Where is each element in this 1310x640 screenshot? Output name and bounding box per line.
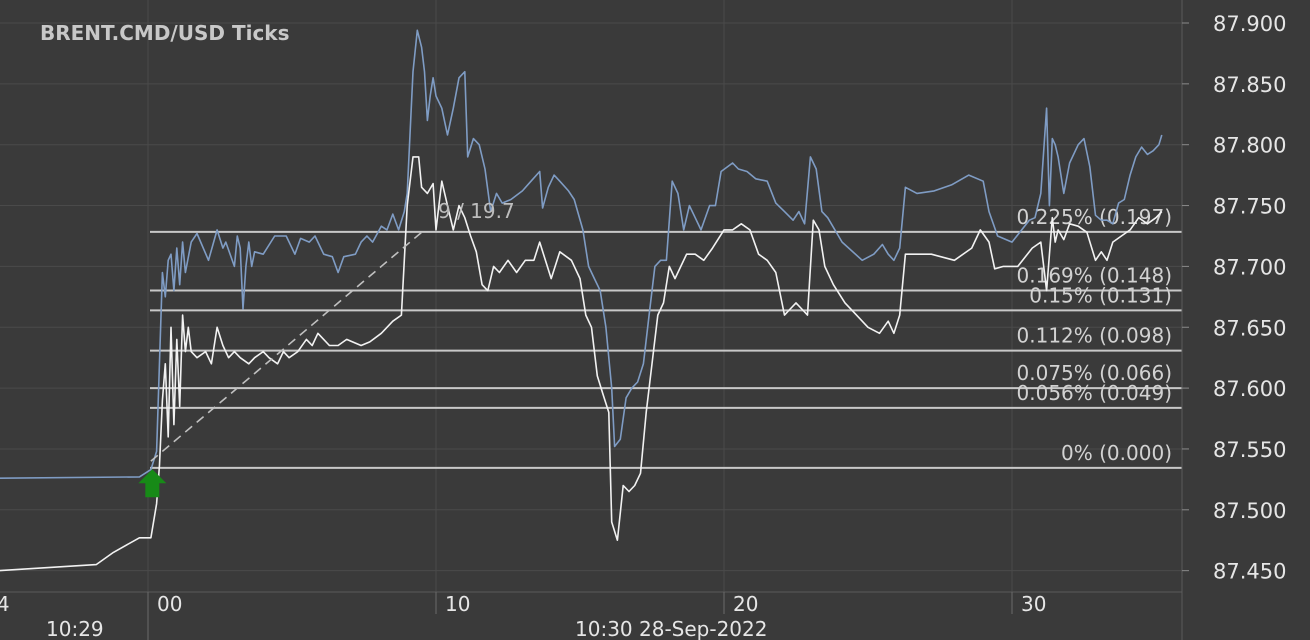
fib-level-label: 0.075% (0.066) xyxy=(1017,361,1172,385)
price-axis[interactable]: 87.900 87.850 87.800 87.750 87.700 87.650 87.6… xyxy=(1182,12,1286,584)
fib-level-label: 0.112% (0.098) xyxy=(1017,324,1172,348)
price-tick-label: 87.550 xyxy=(1213,438,1286,462)
ask-price-line xyxy=(0,29,1163,479)
fibonacci-levels[interactable]: 0.225% (0.197)0.169% (0.148)0.15% (0.131… xyxy=(150,205,1182,469)
price-tick-label: 87.750 xyxy=(1213,195,1286,219)
time-tick-label: 00 xyxy=(157,592,182,616)
time-sublabel-start: 10:29 xyxy=(46,617,104,640)
time-axis[interactable]: 54 00 10 20 30 10:29 10:30 28-Sep-2022 xyxy=(0,592,1046,640)
measure-tool[interactable]: 9 / 19.7 xyxy=(150,199,515,462)
price-tick-label: 87.850 xyxy=(1213,73,1286,97)
buy-arrow-icon xyxy=(138,469,167,498)
chart-title: BRENT.CMD/USD Ticks xyxy=(40,21,290,45)
buy-marker xyxy=(138,469,167,498)
price-tick-label: 87.700 xyxy=(1213,255,1286,279)
fib-level-label: 0.15% (0.131) xyxy=(1029,283,1172,307)
bid-price-line xyxy=(0,156,1163,572)
time-tick-label: 30 xyxy=(1021,592,1046,616)
fib-level-label: 0.169% (0.148) xyxy=(1017,263,1172,287)
price-tick-label: 87.650 xyxy=(1213,316,1286,340)
time-sublabel-date: 10:30 28-Sep-2022 xyxy=(575,617,767,640)
price-series xyxy=(0,29,1163,572)
time-tick-label: 54 xyxy=(0,592,10,616)
fib-level-label: 0% (0.000) xyxy=(1061,441,1172,465)
measure-label: 9 / 19.7 xyxy=(438,199,515,223)
fib-level-label: 0.056% (0.049) xyxy=(1017,381,1172,405)
price-tick-label: 87.500 xyxy=(1213,499,1286,523)
time-tick-label: 10 xyxy=(445,592,470,616)
time-tick-label: 20 xyxy=(733,592,758,616)
price-tick-label: 87.900 xyxy=(1213,12,1286,36)
price-tick-label: 87.450 xyxy=(1213,560,1286,584)
price-tick-label: 87.800 xyxy=(1213,134,1286,158)
price-tick-label: 87.600 xyxy=(1213,377,1286,401)
